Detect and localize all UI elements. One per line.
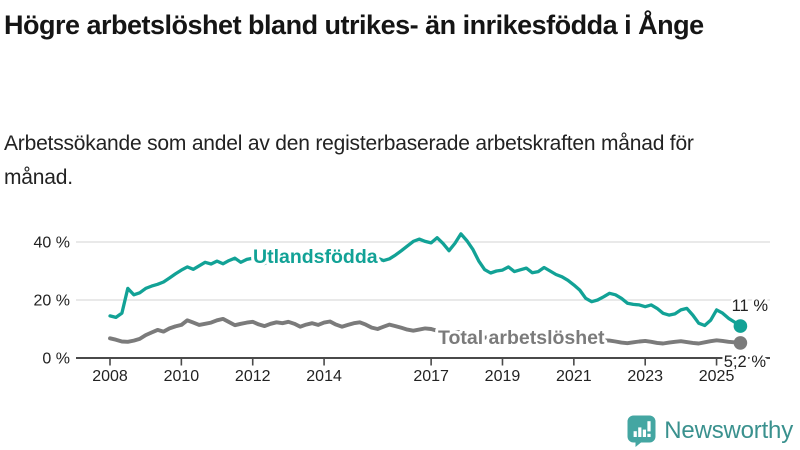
speech-bubble-shape: [627, 415, 656, 447]
bar-3: [643, 429, 647, 437]
exclamation-bar: [647, 421, 651, 432]
series-line-total: [108, 316, 743, 346]
series-end-dot-total: [733, 336, 748, 350]
x-axis-tick-label: 2014: [306, 368, 342, 385]
bar-1: [633, 431, 638, 437]
series-label-total: Total arbetslöshet: [438, 327, 605, 349]
end-value-label-total: 5,2 %: [724, 353, 767, 371]
series-line-utlandsfodda: [108, 232, 743, 328]
x-axis-tick-label: 2019: [485, 368, 521, 385]
chart-subtitle: Arbetssökande som andel av den registerb…: [4, 132, 694, 189]
x-axis-tick-label: 2021: [556, 368, 592, 385]
end-value-label-utlandsfodda: 11 %: [732, 297, 769, 315]
exclamation-dot: [647, 433, 651, 437]
y-axis-tick-label: 20 %: [34, 293, 70, 310]
x-axis-tick-label: 2025: [699, 368, 735, 385]
series-end-dot-utlandsfodda: [733, 319, 748, 333]
x-axis-tick-label: 2023: [627, 368, 663, 385]
y-axis-tick-label: 40 %: [34, 235, 70, 252]
page-title: Högre arbetslöshet bland utrikes- än inr…: [4, 10, 704, 40]
x-axis-tick-label: 2010: [164, 368, 200, 385]
x-axis-tick-label: 2012: [235, 368, 271, 385]
series-label-utlandsfodda: Utlandsfödda: [253, 246, 378, 268]
brand-footer: Newsworthy: [626, 414, 793, 447]
y-axis-tick-label: 0 %: [42, 351, 70, 368]
bar-2: [638, 427, 642, 437]
brand-name: Newsworthy: [664, 416, 793, 444]
x-axis-tick-label: 2017: [413, 368, 449, 385]
newsworthy-speech-bubble-bar-chart-icon: [627, 415, 656, 447]
x-axis-tick-label: 2008: [92, 368, 128, 385]
